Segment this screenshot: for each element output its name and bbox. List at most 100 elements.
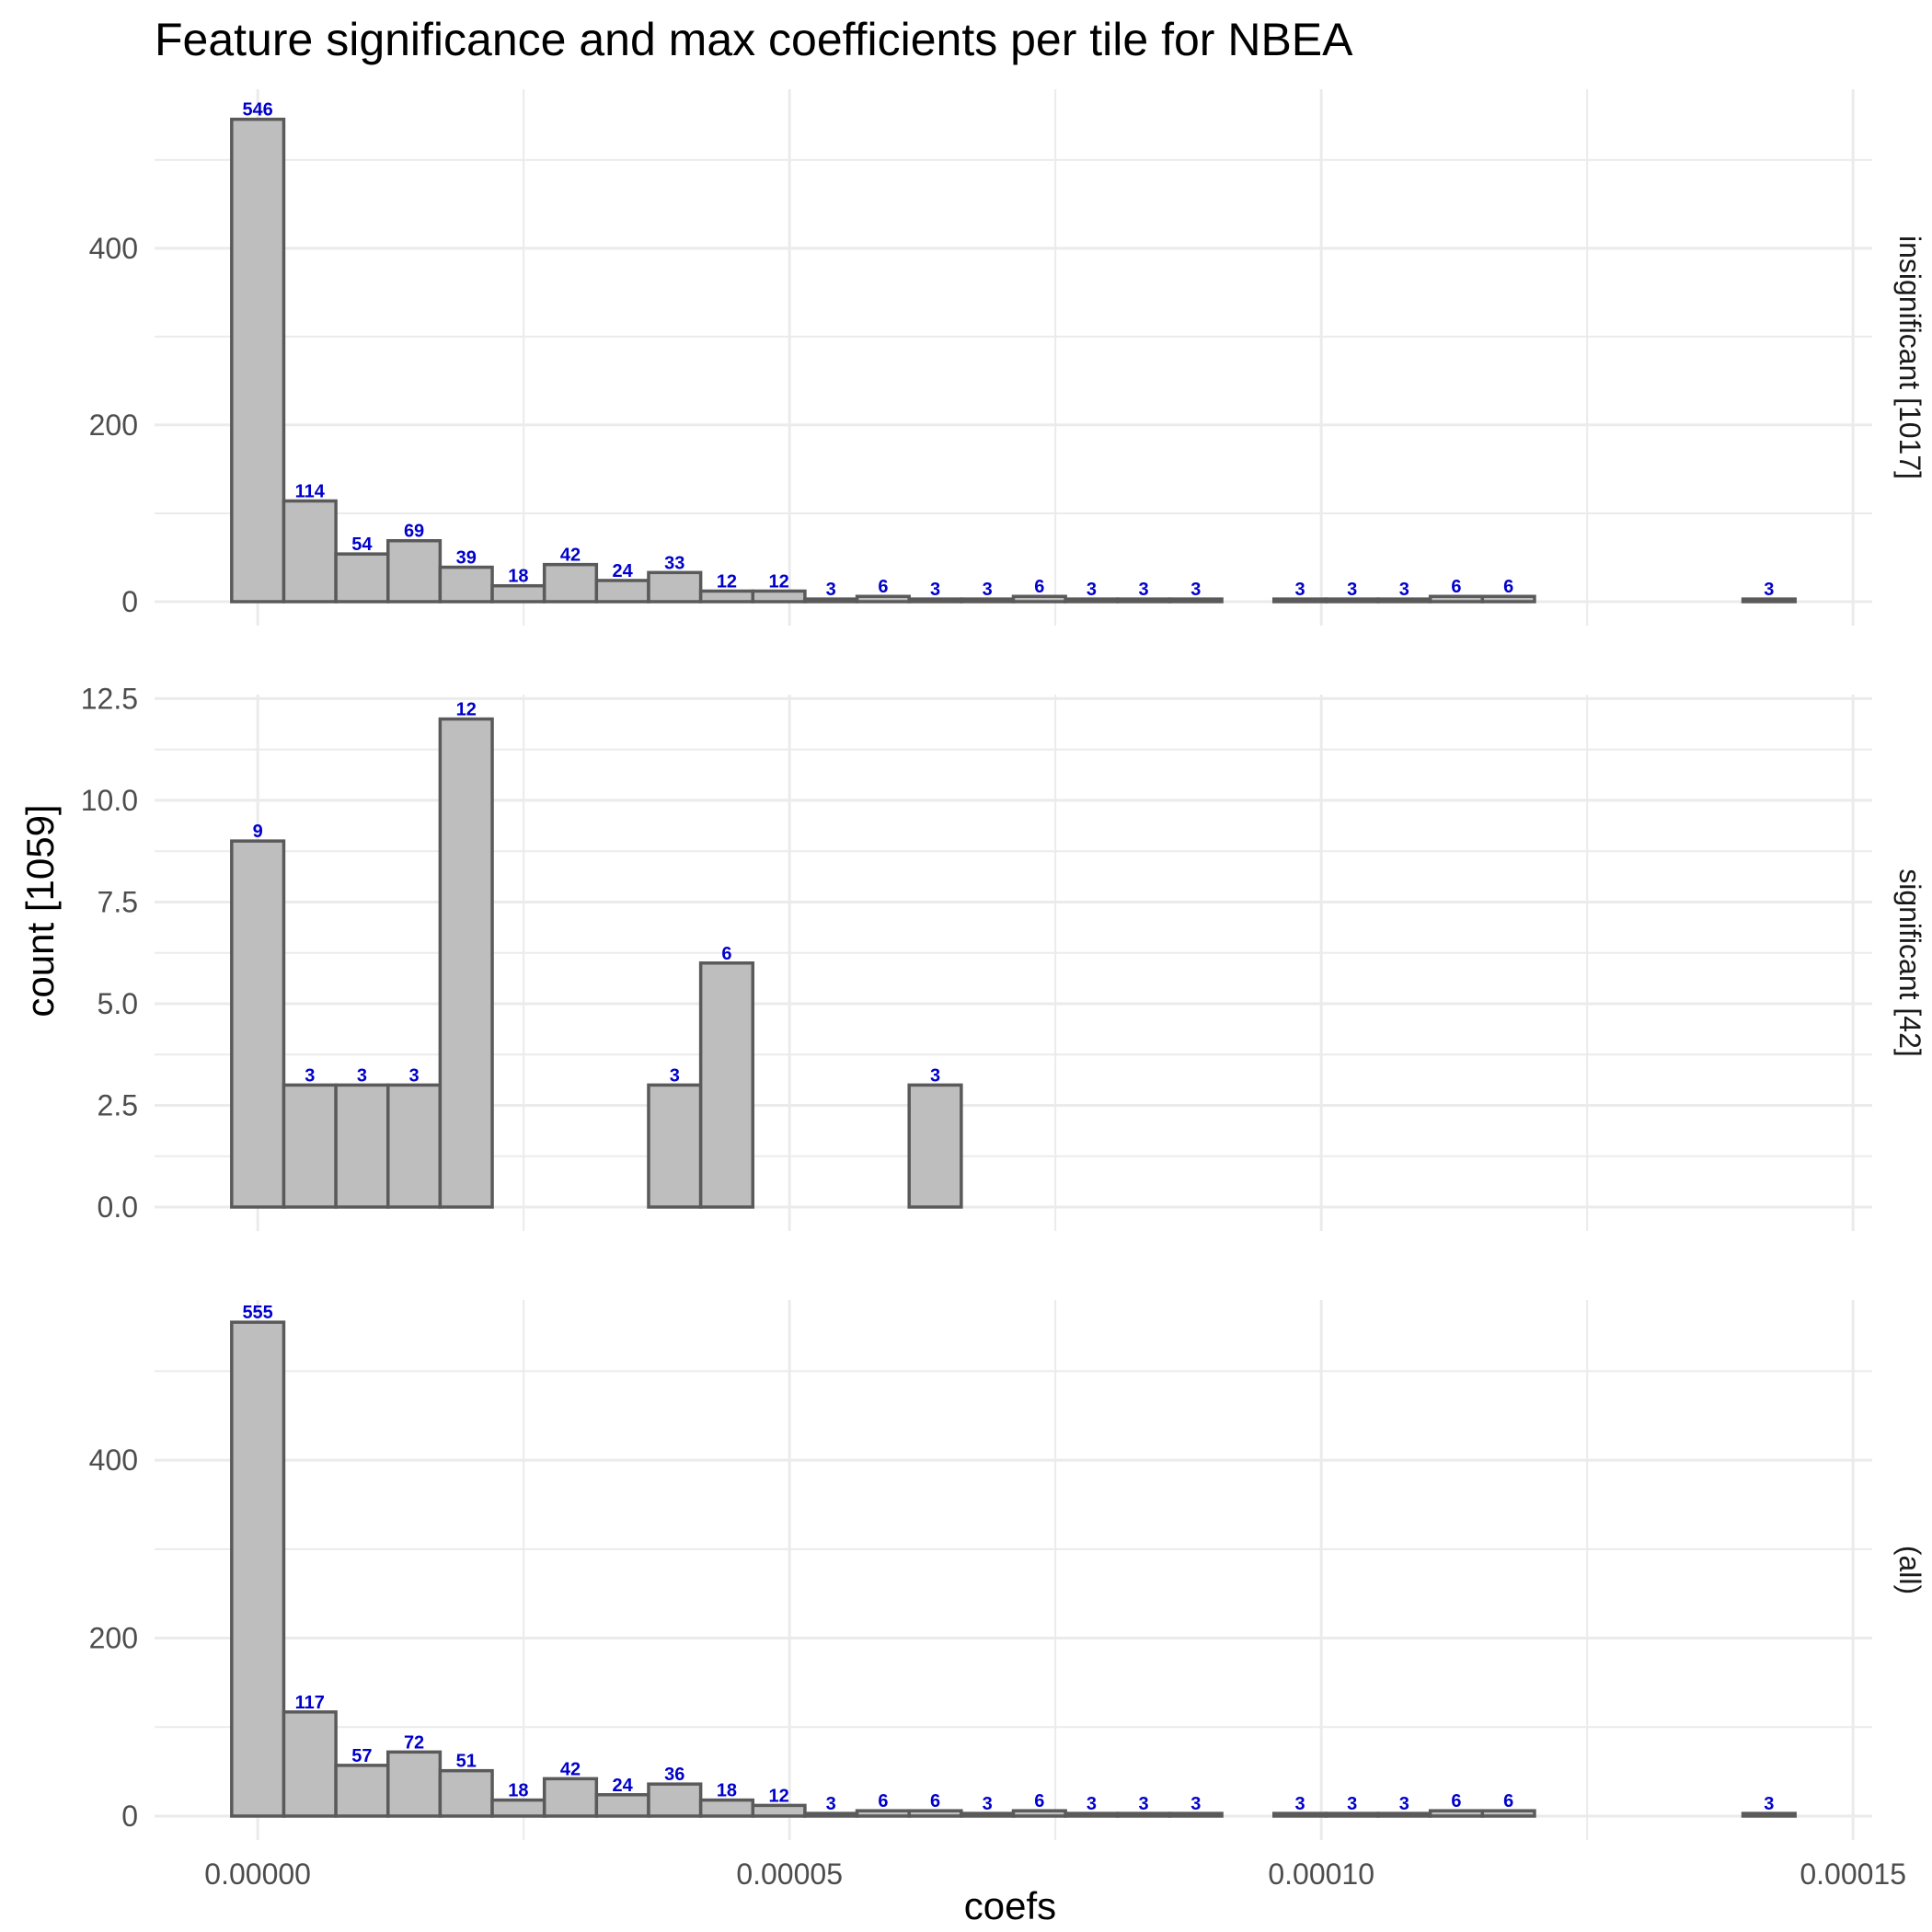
bar-count-label: 3 (930, 1065, 940, 1086)
bar-count-label: 114 (295, 482, 326, 502)
histogram-bar (751, 1803, 807, 1818)
bar-count-label: 3 (1087, 580, 1097, 600)
bar-count-label: 3 (1294, 1794, 1305, 1814)
bar-count-label: 42 (560, 546, 581, 566)
bar-count-label: 6 (721, 944, 731, 964)
bar-count-label: 3 (983, 580, 993, 600)
x-tick-label: 0.00000 (204, 1857, 311, 1891)
y-tick-label: 7.5 (98, 885, 138, 918)
bar-count-label: 3 (1190, 1794, 1201, 1814)
y-tick-label: 2.5 (98, 1088, 138, 1121)
bar-count-label: 6 (1451, 577, 1461, 597)
bar-count-label: 3 (1139, 1794, 1149, 1814)
histogram-bar (594, 1793, 650, 1818)
bar-count-label: 3 (1294, 580, 1305, 600)
histogram-bar (438, 565, 494, 604)
bar-count-label: 3 (983, 1794, 993, 1814)
bar-count-label: 24 (613, 1776, 634, 1796)
histogram-bar (647, 1083, 703, 1209)
bar-count-label: 555 (242, 1303, 272, 1323)
bar-count-label: 3 (1347, 580, 1357, 600)
bar-count-label: 3 (409, 1065, 420, 1086)
histogram-bar (542, 562, 599, 604)
y-tick-label: 12.5 (81, 682, 138, 715)
bar-count-label: 3 (1347, 1794, 1357, 1814)
bar-count-label: 3 (670, 1065, 680, 1086)
y-tick-label: 0.0 (98, 1190, 138, 1224)
bar-count-label: 6 (878, 577, 888, 597)
histogram-bar (334, 1083, 390, 1209)
histogram-bar (698, 1798, 755, 1818)
bar-count-label: 117 (295, 1693, 325, 1713)
bar-count-label: 12 (768, 571, 788, 592)
histogram-bar (542, 1777, 599, 1818)
bar-count-label: 3 (1190, 580, 1201, 600)
bar-count-label: 3 (826, 580, 836, 600)
histogram-bar (282, 1083, 338, 1209)
facet-strip-label: (all) (1893, 1546, 1926, 1594)
histogram-bar (751, 589, 807, 604)
y-tick-label: 5.0 (98, 987, 138, 1020)
bar-count-label: 24 (613, 561, 634, 581)
facet-strip-label: insignificant [1017] (1893, 236, 1926, 479)
histogram-bar (230, 839, 286, 1209)
bar-count-label: 3 (1399, 1794, 1409, 1814)
histogram-bar (282, 1710, 338, 1818)
y-tick-label: 10.0 (81, 784, 138, 817)
histogram-bar (594, 579, 650, 604)
histogram-bar (647, 1782, 703, 1818)
bar-count-label: 6 (1503, 577, 1513, 597)
histogram-bar (438, 1768, 494, 1818)
histogram-bar (334, 552, 390, 604)
bar-count-label: 9 (253, 822, 263, 842)
y-tick-label: 400 (89, 1443, 138, 1477)
bar-count-label: 69 (404, 522, 424, 542)
histogram-bar (698, 589, 755, 604)
y-tick-label: 400 (89, 232, 138, 265)
bar-count-label: 54 (351, 535, 373, 555)
bar-count-label: 3 (1087, 1794, 1097, 1814)
bar-count-label: 3 (305, 1065, 315, 1086)
histogram-bar (490, 583, 546, 604)
bar-count-label: 39 (456, 548, 477, 569)
y-tick-label: 0 (121, 585, 138, 618)
bar-count-label: 3 (357, 1065, 367, 1086)
bar-count-label: 36 (664, 1765, 684, 1785)
x-axis-label: coefs (964, 1884, 1056, 1927)
bar-count-label: 12 (717, 571, 737, 592)
y-tick-label: 200 (89, 1622, 138, 1655)
bar-count-label: 18 (508, 567, 528, 587)
bar-count-label: 3 (1399, 580, 1409, 600)
histogram-bar (1480, 1809, 1536, 1818)
bar-count-label: 6 (1451, 1791, 1461, 1811)
bar-count-label: 12 (768, 1786, 788, 1806)
x-axis: 0.00000 0.00005 0.00010 0.00015 (204, 1857, 1906, 1891)
bar-count-label: 3 (1764, 580, 1774, 600)
chart-title: Feature significance and max coefficient… (155, 14, 1353, 65)
bar-count-label: 12 (456, 700, 477, 720)
bar-count-label: 3 (930, 580, 940, 600)
bar-count-label: 51 (456, 1752, 477, 1772)
y-axis-label: count [1059] (18, 804, 62, 1017)
histogram-bar (1741, 597, 1797, 604)
bar-count-label: 57 (351, 1746, 372, 1766)
histogram-bar (386, 1750, 443, 1818)
bar-count-label: 18 (508, 1781, 528, 1801)
histogram-bar (1167, 1811, 1224, 1818)
histogram-bar (386, 1083, 443, 1209)
histogram-bar (230, 117, 286, 604)
bar-count-label: 6 (878, 1791, 888, 1811)
panel-2: 0.0 2.5 5.0 7.5 10.0 12.5 9 3 3 3 12 3 6 3 significant… (81, 682, 1926, 1231)
facet-strip-label: significant [42] (1893, 868, 1926, 1057)
x-tick-label: 0.00015 (1800, 1857, 1906, 1891)
histogram-bar (1741, 1811, 1797, 1818)
histogram-bar (334, 1764, 390, 1818)
histogram-bar (698, 961, 755, 1209)
bar-count-label: 72 (404, 1732, 424, 1753)
bar-count-label: 3 (1139, 580, 1149, 600)
histogram-bar (386, 538, 443, 604)
